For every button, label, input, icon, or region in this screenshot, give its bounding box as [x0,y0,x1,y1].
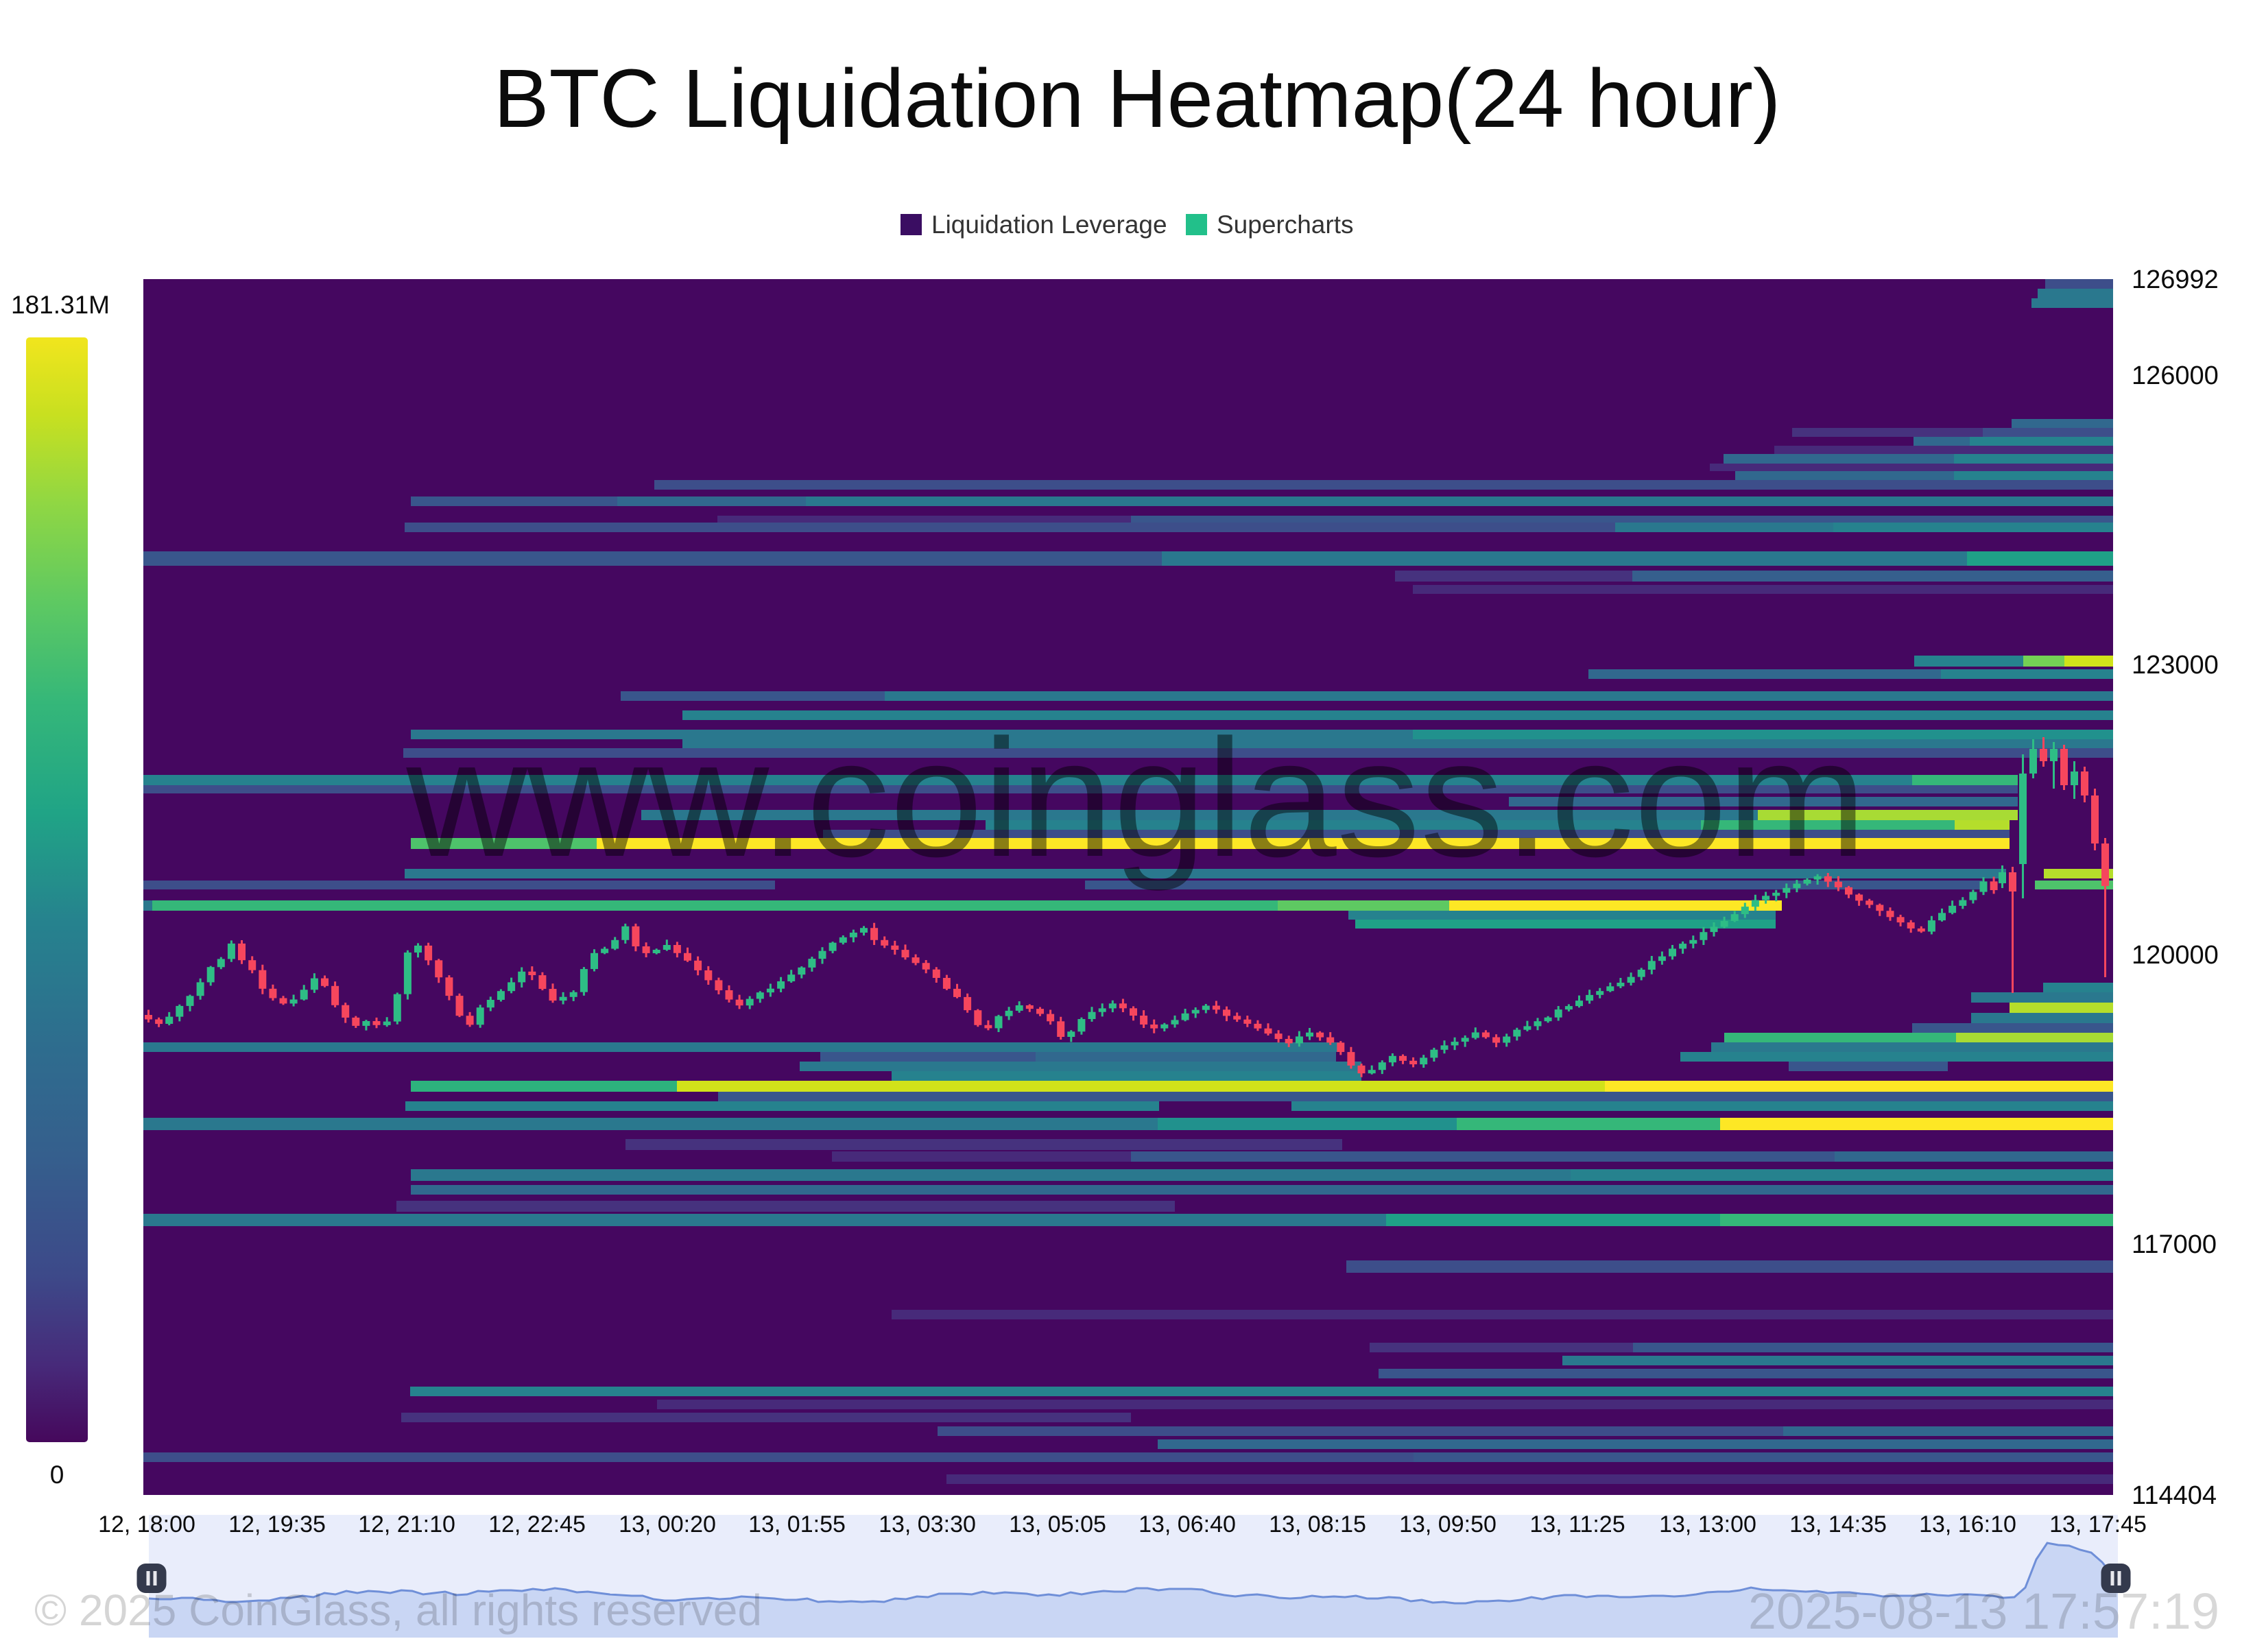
svg-text:13, 00:20: 13, 00:20 [619,1511,716,1537]
svg-text:13, 09:50: 13, 09:50 [1399,1511,1497,1537]
svg-text:181.31M: 181.31M [11,291,110,319]
svg-text:13, 17:45: 13, 17:45 [2049,1511,2147,1537]
svg-text:13, 13:00: 13, 13:00 [1659,1511,1756,1537]
svg-text:Liquidation Leverage: Liquidation Leverage [931,211,1167,239]
svg-text:13, 05:05: 13, 05:05 [1009,1511,1106,1537]
svg-text:www.coinglass.com: www.coinglass.com [406,704,1867,891]
svg-text:13, 03:30: 13, 03:30 [879,1511,976,1537]
svg-text:13, 14:35: 13, 14:35 [1789,1511,1887,1537]
svg-text:13, 01:55: 13, 01:55 [748,1511,846,1537]
svg-text:117000: 117000 [2132,1230,2217,1259]
svg-text:13, 06:40: 13, 06:40 [1139,1511,1236,1537]
svg-text:13, 08:15: 13, 08:15 [1269,1511,1366,1537]
svg-text:12, 21:10: 12, 21:10 [358,1511,455,1537]
svg-text:120000: 120000 [2132,941,2219,970]
svg-text:12, 19:35: 12, 19:35 [228,1511,326,1537]
svg-text:2025-08-13 17:57:19: 2025-08-13 17:57:19 [1748,1583,2219,1640]
svg-text:12, 22:45: 12, 22:45 [488,1511,586,1537]
svg-text:114404: 114404 [2132,1481,2217,1510]
svg-text:126992: 126992 [2132,265,2219,294]
svg-text:© 2025 CoinGlass, all rights r: © 2025 CoinGlass, all rights reserved [34,1585,762,1635]
svg-text:123000: 123000 [2132,651,2219,680]
svg-text:13, 16:10: 13, 16:10 [1919,1511,2016,1537]
svg-text:BTC Liquidation Heatmap(24 hou: BTC Liquidation Heatmap(24 hour) [494,51,1781,145]
svg-text:0: 0 [50,1461,64,1489]
svg-text:Supercharts: Supercharts [1217,211,1354,239]
svg-text:12, 18:00: 12, 18:00 [98,1511,195,1537]
svg-text:126000: 126000 [2132,361,2219,390]
svg-text:13, 11:25: 13, 11:25 [1529,1511,1625,1537]
